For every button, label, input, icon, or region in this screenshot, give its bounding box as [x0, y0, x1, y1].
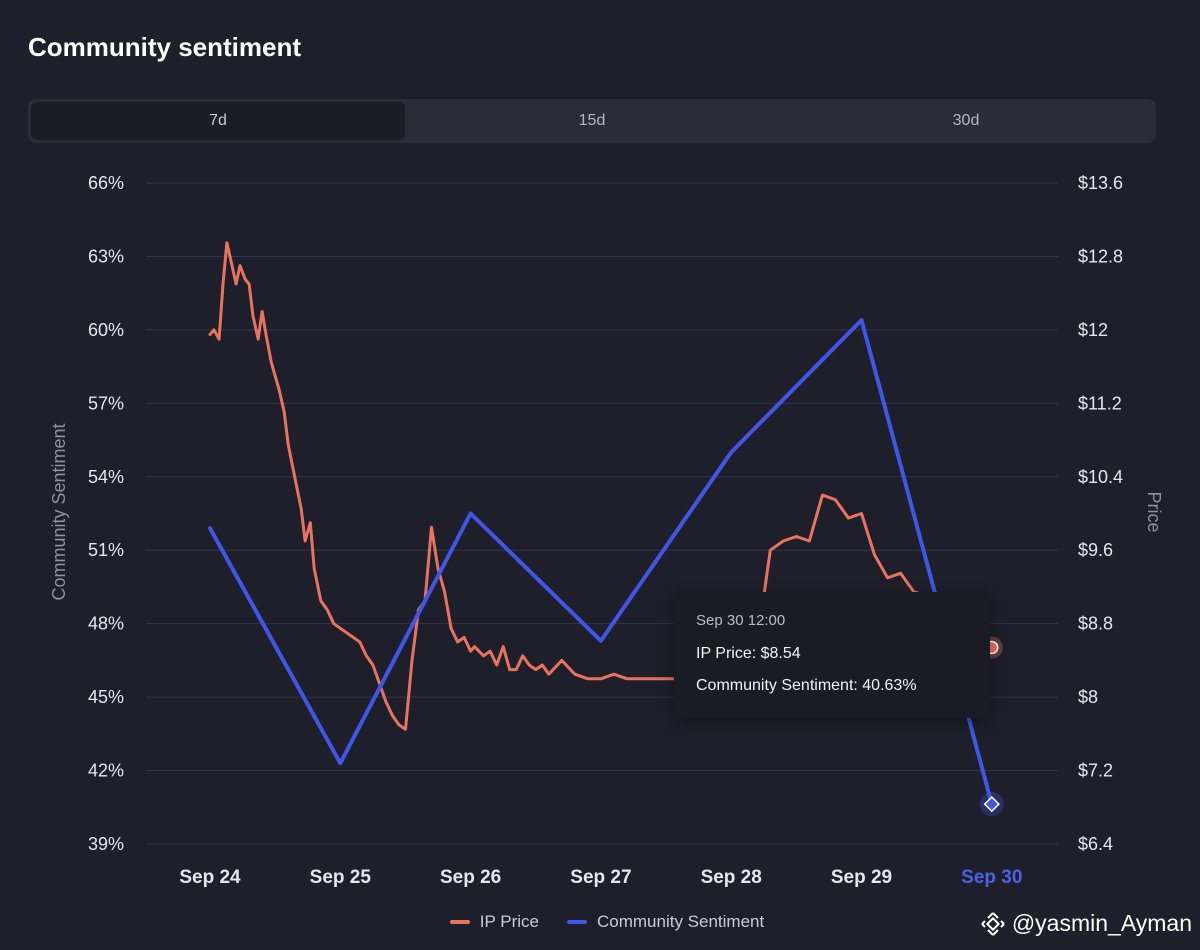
y-left-tick-label: 48%: [88, 614, 124, 634]
watermark-handle: @yasmin_Ayman: [1011, 910, 1192, 936]
y-left-tick-label: 39%: [88, 834, 124, 854]
y-left-tick-label: 45%: [88, 687, 124, 707]
y-right-tick-label: $13.6: [1078, 173, 1123, 193]
page-title: Community sentiment: [28, 32, 302, 62]
legend-label-price: IP Price: [479, 912, 539, 931]
ip-price-line: [208, 241, 994, 731]
binance-logo-icon: [981, 911, 1005, 936]
time-range-tabs: 7d 15d 30d: [28, 99, 1156, 143]
y-right-tick-label: $8: [1078, 687, 1098, 707]
x-tick-label: Sep 25: [310, 867, 372, 888]
tab-15d[interactable]: 15d: [578, 112, 606, 129]
y-right-tick-label: $6.4: [1078, 834, 1113, 854]
watermark: @yasmin_Ayman: [980, 910, 1192, 937]
x-tick-label: Sep 27: [570, 867, 631, 888]
tab-7d[interactable]: 7d: [31, 102, 405, 140]
y-right-tick-label: $10.4: [1078, 467, 1123, 487]
sentiment-hover-point: [983, 795, 1000, 813]
x-tick-label: Sep 26: [440, 867, 501, 888]
y-right-tick-label: $9.6: [1078, 540, 1113, 560]
legend-swatch-sentiment: [566, 920, 587, 924]
legend-item-sentiment[interactable]: Community Sentiment: [566, 912, 765, 932]
y-right-tick-label: $11.2: [1078, 393, 1122, 413]
tooltip-sentiment: Community Sentiment: 40.63%: [696, 677, 917, 694]
y-right-tick-label: $7.2: [1078, 761, 1113, 781]
community-sentiment-line: [208, 318, 994, 807]
legend-label-sentiment: Community Sentiment: [596, 912, 765, 931]
y-left-axis-title: Community Sentiment: [49, 423, 69, 600]
y-left-tick-label: 42%: [88, 761, 124, 781]
y-right-tick-label: $8.8: [1078, 614, 1113, 634]
y-right-tick-label: $12.8: [1078, 246, 1123, 266]
y-left-tick-label: 60%: [88, 320, 124, 340]
y-left-tick-label: 51%: [88, 540, 124, 560]
x-tick-label: Sep 24: [179, 867, 241, 888]
tab-30d[interactable]: 30d: [952, 112, 980, 129]
y-right-tick-label: $12: [1078, 320, 1108, 340]
y-left-tick-label: 57%: [88, 393, 124, 413]
tooltip-date: Sep 30 12:00: [696, 612, 786, 629]
y-right-axis-title: Price: [1144, 491, 1164, 532]
y-left-tick-label: 63%: [88, 246, 124, 266]
legend-swatch-price: [449, 920, 470, 924]
chart-legend: IP Price Community Sentiment: [0, 912, 1200, 932]
x-tick-label: Sep 28: [701, 867, 762, 888]
x-tick-label: Sep 29: [831, 867, 892, 888]
chart-tooltip: Sep 30 12:00 IP Price: $8.54 Community S…: [674, 592, 990, 718]
y-left-tick-label: 54%: [88, 467, 124, 487]
x-tick-label: Sep 30: [961, 867, 1022, 888]
tooltip-price: IP Price: $8.54: [696, 645, 801, 662]
y-left-tick-label: 66%: [88, 173, 124, 193]
legend-item-price[interactable]: IP Price: [449, 912, 539, 932]
